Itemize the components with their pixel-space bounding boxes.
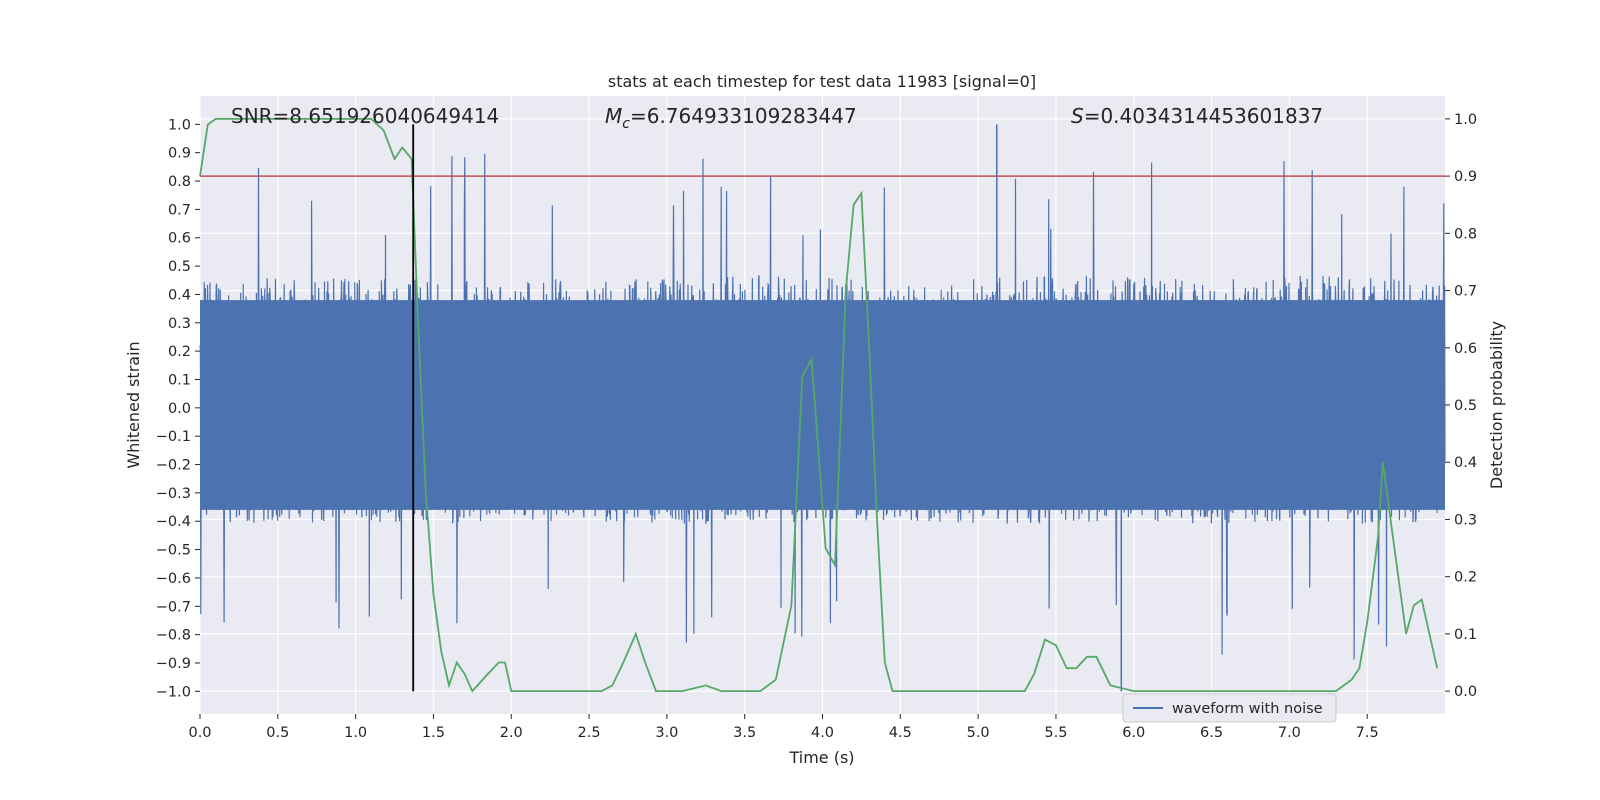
probability-line [199, 118, 1439, 693]
x-tick-label: 1.5 [422, 725, 445, 741]
y-right-tick-label: 0.7 [1454, 284, 1477, 300]
x-axis-label: Time (s) [788, 748, 854, 767]
y-right-axis-label: Detection probability [1487, 321, 1506, 489]
y-left-tick-label: −0.9 [156, 656, 191, 672]
x-tick-label: 7.0 [1278, 725, 1301, 741]
y-left-tick-label: −0.1 [156, 429, 191, 445]
y-right-tick-label: 0.8 [1454, 226, 1477, 242]
x-tick-label: 2.0 [500, 725, 523, 741]
y-left-tick-label: 0.7 [168, 202, 191, 218]
y-right-tick-label: 0.9 [1454, 169, 1477, 185]
y-left-tick-label: 0.4 [168, 287, 191, 303]
x-axis-ticks: 0.0 0.5 1.0 1.5 2.0 2.5 3.0 3.5 4.0 4.5 5.0 5.5 6.0 6… [188, 714, 1379, 741]
y-right-tick-label: 0.3 [1454, 512, 1477, 528]
x-tick-label: 3.0 [655, 725, 678, 741]
y-left-tick-label: 1.0 [168, 117, 191, 133]
y-right-tick-label: 0.2 [1454, 570, 1477, 586]
x-tick-label: 4.0 [811, 725, 834, 741]
y-left-tick-label: 0.8 [168, 174, 191, 190]
y-left-tick-label: −0.2 [156, 458, 191, 474]
y-left-tick-label: −1.0 [156, 684, 191, 700]
y-left-axis-label: Whitened strain [124, 341, 143, 468]
y-left-tick-label: −0.6 [156, 571, 191, 587]
x-tick-label: 0.5 [266, 725, 289, 741]
y-left-tick-label: 0.3 [168, 316, 191, 332]
y-left-tick-label: 0.0 [168, 401, 191, 417]
y-left-tick-label: −0.3 [156, 486, 191, 502]
y-left-tick-label: 0.1 [168, 372, 191, 388]
y-right-axis-ticks: 0.0 0.1 0.2 0.3 0.4 0.5 0.6 0.7 0.8 0.9 1.0 [1445, 112, 1477, 700]
y-left-tick-label: 0.6 [168, 231, 191, 247]
y-right-tick-label: 0.4 [1454, 455, 1477, 471]
strain-series [199, 124, 1446, 692]
x-tick-label: 0.0 [188, 725, 211, 741]
y-left-axis-ticks: −1.0 −0.9 −0.8 −0.7 −0.6 −0.5 −0.4 −0.3 −0.2 −0.1… [156, 117, 200, 700]
strain-line [199, 153, 1446, 660]
legend: waveform with noise [1122, 693, 1337, 723]
x-tick-label: 7.5 [1356, 725, 1379, 741]
x-tick-label: 1.0 [344, 725, 367, 741]
x-tick-label: 5.5 [1044, 725, 1067, 741]
y-right-tick-label: 0.0 [1454, 684, 1477, 700]
x-tick-label: 2.5 [578, 725, 601, 741]
y-left-tick-label: 0.5 [168, 259, 191, 275]
s-annotation: S=0.4034314453601837 [1071, 104, 1323, 128]
x-tick-label: 4.5 [889, 725, 912, 741]
y-right-tick-label: 1.0 [1454, 112, 1477, 128]
chart-title: stats at each timestep for test data 119… [608, 72, 1036, 91]
y-left-tick-label: −0.8 [156, 628, 191, 644]
legend-box [1122, 693, 1337, 723]
x-tick-label: 6.5 [1200, 725, 1223, 741]
snr-annotation: SNR=8.651926040649414 [231, 104, 499, 128]
y-left-tick-label: −0.7 [156, 599, 191, 615]
overlays [200, 124, 1445, 692]
probability-series [199, 118, 1439, 693]
y-left-tick-label: −0.4 [156, 514, 191, 530]
y-right-tick-label: 0.1 [1454, 627, 1477, 643]
x-tick-label: 6.0 [1122, 725, 1145, 741]
y-left-tick-label: 0.9 [168, 146, 191, 162]
y-right-tick-label: 0.5 [1454, 398, 1477, 414]
chirp-mass-annotation: Mc=6.764933109283447 [605, 104, 857, 132]
y-left-tick-label: −0.5 [156, 543, 191, 559]
x-tick-label: 3.5 [733, 725, 756, 741]
legend-label: waveform with noise [1172, 701, 1323, 717]
x-tick-label: 5.0 [967, 725, 990, 741]
y-right-tick-label: 0.6 [1454, 341, 1477, 357]
y-left-tick-label: 0.2 [168, 344, 191, 360]
